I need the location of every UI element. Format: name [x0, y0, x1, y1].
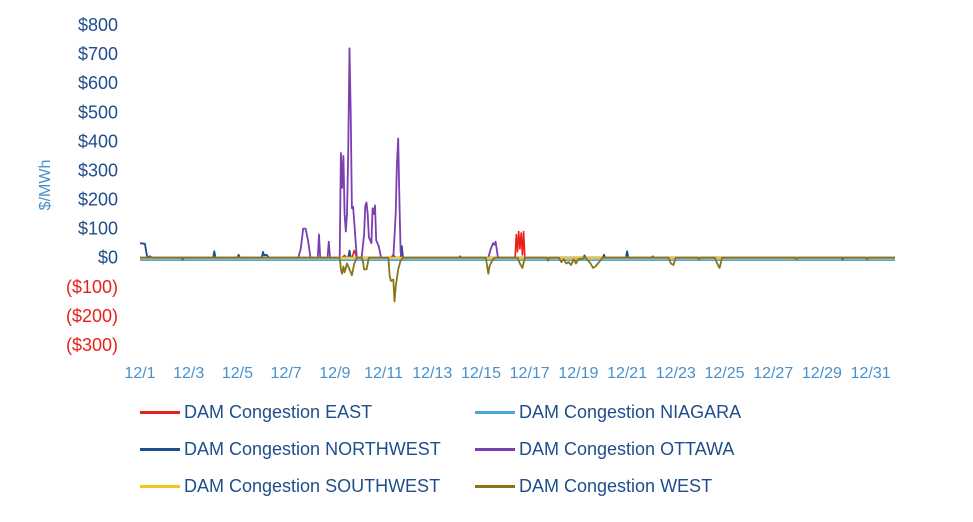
x-tick-label: 12/13 — [412, 365, 452, 382]
x-tick-label: 12/7 — [271, 365, 302, 382]
x-axis-ticks: 12/1 12/3 12/5 12/7 12/9 12/11 12/13 12/15 12/17… — [124, 365, 890, 382]
legend-label: DAM Congestion OTTAWA — [519, 438, 735, 459]
legend-item: DAM Congestion NORTHWEST — [140, 435, 441, 463]
y-axis-ticks: $800 $700 $600 $500 $400 $300 $200 $100 $0 ($100)… — [66, 15, 118, 355]
legend-item: DAM Congestion OTTAWA — [475, 435, 734, 463]
y-tick-label: $400 — [78, 131, 118, 151]
y-tick-label: ($200) — [66, 306, 118, 326]
y-tick-label: ($100) — [66, 277, 118, 297]
series-line-dam-congestion-west — [140, 256, 895, 303]
y-tick-label: $100 — [78, 219, 118, 239]
y-tick-label: $0 — [98, 248, 118, 268]
x-tick-label: 12/19 — [558, 365, 598, 382]
x-tick-label: 12/21 — [607, 365, 647, 382]
x-tick-label: 12/15 — [461, 365, 501, 382]
y-axis-label-group: $/MWh — [37, 160, 54, 211]
series-line-dam-congestion-east — [140, 230, 895, 259]
x-tick-label: 12/3 — [173, 365, 204, 382]
legend-label: DAM Congestion SOUTHWEST — [184, 475, 441, 496]
legend-item: DAM Congestion WEST — [475, 472, 712, 500]
y-tick-label: ($300) — [66, 335, 118, 355]
legend-label: DAM Congestion NORTHWEST — [184, 438, 441, 459]
x-tick-label: 12/11 — [364, 365, 403, 382]
y-tick-label: $800 — [78, 15, 118, 35]
legend-label: DAM Congestion EAST — [184, 401, 373, 422]
x-tick-label: 12/9 — [319, 365, 350, 382]
legend-swatch — [140, 447, 180, 451]
x-tick-label: 12/25 — [704, 365, 744, 382]
legend-swatch — [475, 410, 515, 414]
legend-swatch — [140, 410, 180, 414]
x-tick-label: 12/5 — [222, 365, 253, 382]
legend-swatch — [475, 484, 515, 488]
x-tick-label: 12/17 — [510, 365, 550, 382]
x-tick-label: 12/1 — [124, 365, 155, 382]
y-tick-label: $300 — [78, 160, 118, 180]
legend-item: DAM Congestion SOUTHWEST — [140, 472, 440, 500]
legend-swatch — [140, 484, 180, 488]
y-axis-label: $/MWh — [37, 160, 54, 211]
legend-swatch — [475, 447, 515, 451]
y-tick-label: $500 — [78, 102, 118, 122]
legend-item: DAM Congestion EAST — [140, 398, 372, 426]
x-tick-label: 12/23 — [656, 365, 696, 382]
y-tick-label: $700 — [78, 44, 118, 64]
y-tick-label: $600 — [78, 73, 118, 93]
legend-label: DAM Congestion NIAGARA — [519, 401, 742, 422]
series-lines — [139, 47, 895, 303]
y-tick-label: $200 — [78, 190, 118, 210]
x-tick-label: 12/27 — [753, 365, 793, 382]
x-tick-label: 12/31 — [851, 365, 891, 382]
legend-item: DAM Congestion NIAGARA — [475, 398, 741, 426]
x-tick-label: 12/29 — [802, 365, 842, 382]
legend-label: DAM Congestion WEST — [519, 475, 713, 496]
series-line-dam-congestion-ottawa — [140, 47, 895, 259]
